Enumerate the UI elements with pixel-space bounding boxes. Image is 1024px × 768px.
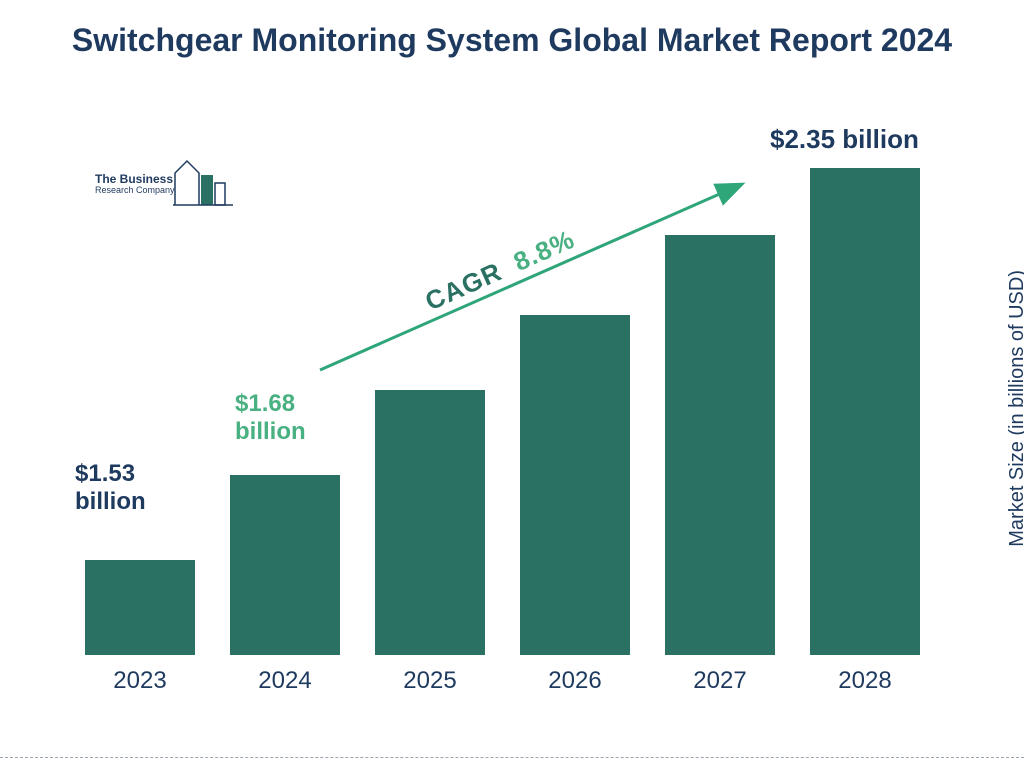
value-label-2: $2.35 billion xyxy=(770,125,919,155)
xlabel-2028: 2028 xyxy=(810,667,920,695)
bar-2025 xyxy=(375,390,485,655)
bar-2028 xyxy=(810,168,920,655)
chart-title: Switchgear Monitoring System Global Mark… xyxy=(0,20,1024,60)
xlabel-2024: 2024 xyxy=(230,667,340,695)
bar-2027 xyxy=(665,235,775,655)
value-label-0: $1.53billion xyxy=(75,460,146,515)
xlabel-2026: 2026 xyxy=(520,667,630,695)
xlabel-2027: 2027 xyxy=(665,667,775,695)
bar-2024 xyxy=(230,475,340,655)
value-label-1: $1.68billion xyxy=(235,390,306,445)
bar-2023 xyxy=(85,560,195,655)
bar-chart: 2023 2024 2025 2026 2027 2028 xyxy=(70,140,940,695)
bar-2026 xyxy=(520,315,630,655)
xlabel-2025: 2025 xyxy=(375,667,485,695)
y-axis-label: Market Size (in billions of USD) xyxy=(1006,270,1024,547)
bars-container xyxy=(70,140,940,655)
xlabel-2023: 2023 xyxy=(85,667,195,695)
bottom-divider xyxy=(0,757,1024,758)
